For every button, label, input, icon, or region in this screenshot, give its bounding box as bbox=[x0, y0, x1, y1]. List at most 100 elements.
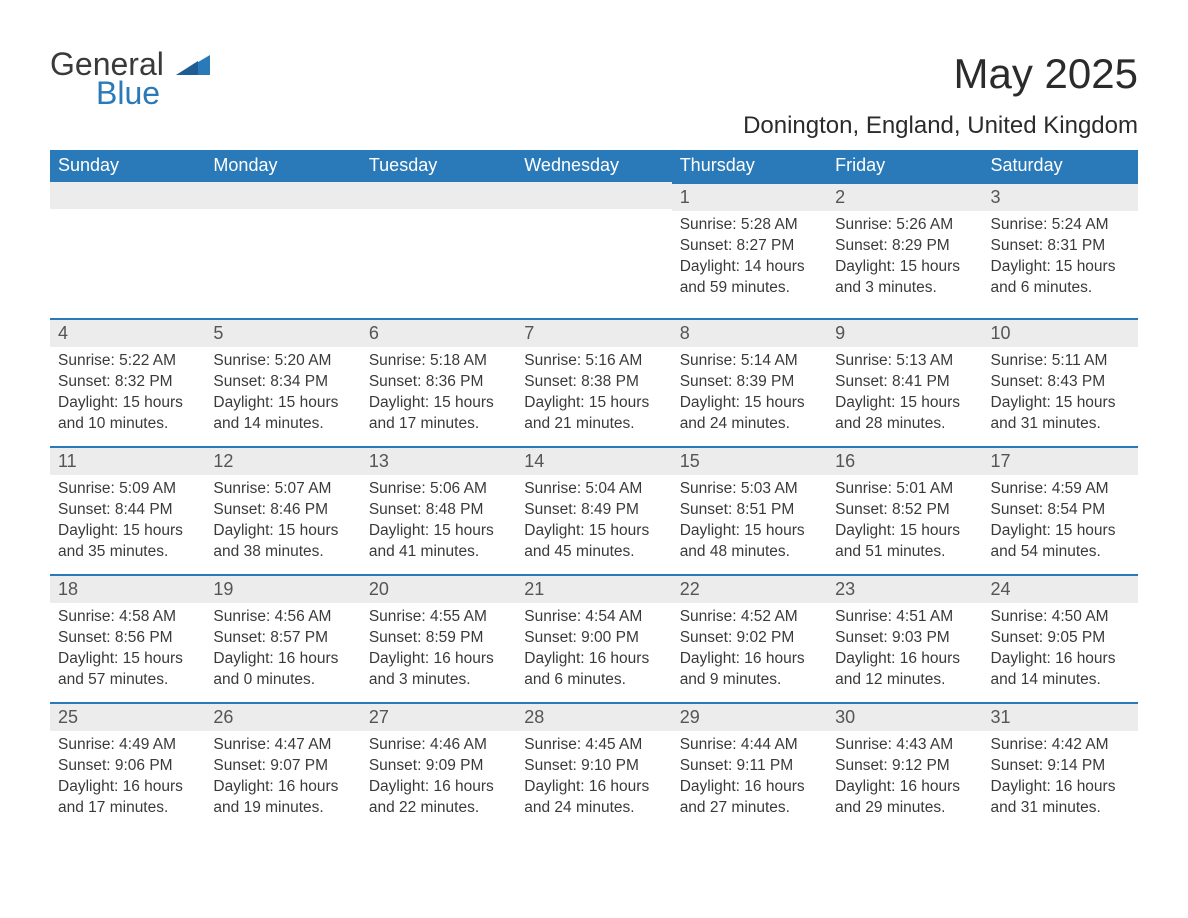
weekday-header: Friday bbox=[827, 150, 982, 182]
calendar-day-cell: 21Sunrise: 4:54 AMSunset: 9:00 PMDayligh… bbox=[516, 574, 671, 702]
calendar-week-row: 1Sunrise: 5:28 AMSunset: 8:27 PMDaylight… bbox=[50, 182, 1138, 318]
daylight-line: Daylight: 15 hours and 45 minutes. bbox=[524, 521, 663, 563]
calendar-week-row: 11Sunrise: 5:09 AMSunset: 8:44 PMDayligh… bbox=[50, 446, 1138, 574]
day-details: Sunrise: 5:22 AMSunset: 8:32 PMDaylight:… bbox=[50, 347, 205, 439]
sunrise-line: Sunrise: 4:50 AM bbox=[991, 607, 1130, 628]
logo-word-2: Blue bbox=[96, 79, 160, 108]
day-details: Sunrise: 4:46 AMSunset: 9:09 PMDaylight:… bbox=[361, 731, 516, 823]
sunrise-line: Sunrise: 5:14 AM bbox=[680, 351, 819, 372]
sunset-line: Sunset: 8:57 PM bbox=[213, 628, 352, 649]
daylight-line: Daylight: 16 hours and 27 minutes. bbox=[680, 777, 819, 819]
daylight-line: Daylight: 15 hours and 6 minutes. bbox=[991, 257, 1130, 299]
sunset-line: Sunset: 8:56 PM bbox=[58, 628, 197, 649]
sunset-line: Sunset: 8:49 PM bbox=[524, 500, 663, 521]
daylight-line: Daylight: 16 hours and 0 minutes. bbox=[213, 649, 352, 691]
daylight-line: Daylight: 16 hours and 29 minutes. bbox=[835, 777, 974, 819]
sunrise-line: Sunrise: 5:07 AM bbox=[213, 479, 352, 500]
sunset-line: Sunset: 8:32 PM bbox=[58, 372, 197, 393]
calendar-table: SundayMondayTuesdayWednesdayThursdayFrid… bbox=[50, 150, 1138, 830]
daylight-line: Daylight: 15 hours and 3 minutes. bbox=[835, 257, 974, 299]
sunrise-line: Sunrise: 5:09 AM bbox=[58, 479, 197, 500]
sunset-line: Sunset: 8:34 PM bbox=[213, 372, 352, 393]
daylight-line: Daylight: 15 hours and 38 minutes. bbox=[213, 521, 352, 563]
daylight-line: Daylight: 15 hours and 21 minutes. bbox=[524, 393, 663, 435]
sunset-line: Sunset: 8:31 PM bbox=[991, 236, 1130, 257]
day-details: Sunrise: 4:47 AMSunset: 9:07 PMDaylight:… bbox=[205, 731, 360, 823]
sunset-line: Sunset: 9:09 PM bbox=[369, 756, 508, 777]
calendar-day-cell: 19Sunrise: 4:56 AMSunset: 8:57 PMDayligh… bbox=[205, 574, 360, 702]
weekday-header: Tuesday bbox=[361, 150, 516, 182]
weekday-header: Wednesday bbox=[516, 150, 671, 182]
calendar-day-cell: 18Sunrise: 4:58 AMSunset: 8:56 PMDayligh… bbox=[50, 574, 205, 702]
day-details: Sunrise: 5:20 AMSunset: 8:34 PMDaylight:… bbox=[205, 347, 360, 439]
day-details: Sunrise: 5:06 AMSunset: 8:48 PMDaylight:… bbox=[361, 475, 516, 567]
day-number: 4 bbox=[50, 318, 205, 347]
sunrise-line: Sunrise: 5:13 AM bbox=[835, 351, 974, 372]
sunset-line: Sunset: 9:10 PM bbox=[524, 756, 663, 777]
sunset-line: Sunset: 9:00 PM bbox=[524, 628, 663, 649]
day-number: 27 bbox=[361, 702, 516, 731]
day-number: 8 bbox=[672, 318, 827, 347]
calendar-day-cell: 13Sunrise: 5:06 AMSunset: 8:48 PMDayligh… bbox=[361, 446, 516, 574]
calendar-day-cell: 14Sunrise: 5:04 AMSunset: 8:49 PMDayligh… bbox=[516, 446, 671, 574]
daylight-line: Daylight: 15 hours and 54 minutes. bbox=[991, 521, 1130, 563]
calendar-day-cell: 17Sunrise: 4:59 AMSunset: 8:54 PMDayligh… bbox=[983, 446, 1138, 574]
day-details: Sunrise: 5:01 AMSunset: 8:52 PMDaylight:… bbox=[827, 475, 982, 567]
calendar-body: 1Sunrise: 5:28 AMSunset: 8:27 PMDaylight… bbox=[50, 182, 1138, 830]
daylight-line: Daylight: 16 hours and 9 minutes. bbox=[680, 649, 819, 691]
day-number: 29 bbox=[672, 702, 827, 731]
calendar-week-row: 4Sunrise: 5:22 AMSunset: 8:32 PMDaylight… bbox=[50, 318, 1138, 446]
sunrise-line: Sunrise: 4:51 AM bbox=[835, 607, 974, 628]
sunrise-line: Sunrise: 4:52 AM bbox=[680, 607, 819, 628]
calendar-day-cell: 15Sunrise: 5:03 AMSunset: 8:51 PMDayligh… bbox=[672, 446, 827, 574]
day-details: Sunrise: 4:43 AMSunset: 9:12 PMDaylight:… bbox=[827, 731, 982, 823]
calendar-day-cell: 25Sunrise: 4:49 AMSunset: 9:06 PMDayligh… bbox=[50, 702, 205, 830]
sunrise-line: Sunrise: 4:42 AM bbox=[991, 735, 1130, 756]
daylight-line: Daylight: 15 hours and 57 minutes. bbox=[58, 649, 197, 691]
sunset-line: Sunset: 9:11 PM bbox=[680, 756, 819, 777]
sunset-line: Sunset: 8:38 PM bbox=[524, 372, 663, 393]
daylight-line: Daylight: 16 hours and 3 minutes. bbox=[369, 649, 508, 691]
day-number: 13 bbox=[361, 446, 516, 475]
calendar-day-cell: 28Sunrise: 4:45 AMSunset: 9:10 PMDayligh… bbox=[516, 702, 671, 830]
calendar-day-cell: 11Sunrise: 5:09 AMSunset: 8:44 PMDayligh… bbox=[50, 446, 205, 574]
sunset-line: Sunset: 8:44 PM bbox=[58, 500, 197, 521]
day-number: 20 bbox=[361, 574, 516, 603]
day-number: 1 bbox=[672, 182, 827, 211]
calendar-day-cell: 22Sunrise: 4:52 AMSunset: 9:02 PMDayligh… bbox=[672, 574, 827, 702]
calendar-day-cell: 30Sunrise: 4:43 AMSunset: 9:12 PMDayligh… bbox=[827, 702, 982, 830]
day-number: 16 bbox=[827, 446, 982, 475]
day-details: Sunrise: 5:11 AMSunset: 8:43 PMDaylight:… bbox=[983, 347, 1138, 439]
day-number: 5 bbox=[205, 318, 360, 347]
empty-day-header bbox=[50, 182, 205, 209]
calendar-day-cell: 1Sunrise: 5:28 AMSunset: 8:27 PMDaylight… bbox=[672, 182, 827, 318]
sunrise-line: Sunrise: 5:04 AM bbox=[524, 479, 663, 500]
calendar-day-cell: 24Sunrise: 4:50 AMSunset: 9:05 PMDayligh… bbox=[983, 574, 1138, 702]
day-number: 18 bbox=[50, 574, 205, 603]
day-number: 25 bbox=[50, 702, 205, 731]
daylight-line: Daylight: 15 hours and 17 minutes. bbox=[369, 393, 508, 435]
sunrise-line: Sunrise: 4:45 AM bbox=[524, 735, 663, 756]
daylight-line: Daylight: 16 hours and 22 minutes. bbox=[369, 777, 508, 819]
calendar-day-cell: 5Sunrise: 5:20 AMSunset: 8:34 PMDaylight… bbox=[205, 318, 360, 446]
calendar-day-cell: 10Sunrise: 5:11 AMSunset: 8:43 PMDayligh… bbox=[983, 318, 1138, 446]
sunrise-line: Sunrise: 4:54 AM bbox=[524, 607, 663, 628]
page-header: General Blue May 2025 Donington, England… bbox=[50, 50, 1138, 140]
daylight-line: Daylight: 16 hours and 6 minutes. bbox=[524, 649, 663, 691]
calendar-day-cell bbox=[516, 182, 671, 318]
day-details: Sunrise: 5:28 AMSunset: 8:27 PMDaylight:… bbox=[672, 211, 827, 303]
day-details: Sunrise: 4:51 AMSunset: 9:03 PMDaylight:… bbox=[827, 603, 982, 695]
sunset-line: Sunset: 8:48 PM bbox=[369, 500, 508, 521]
calendar-week-row: 25Sunrise: 4:49 AMSunset: 9:06 PMDayligh… bbox=[50, 702, 1138, 830]
daylight-line: Daylight: 15 hours and 48 minutes. bbox=[680, 521, 819, 563]
sunset-line: Sunset: 9:07 PM bbox=[213, 756, 352, 777]
calendar-day-cell: 20Sunrise: 4:55 AMSunset: 8:59 PMDayligh… bbox=[361, 574, 516, 702]
daylight-line: Daylight: 14 hours and 59 minutes. bbox=[680, 257, 819, 299]
day-details: Sunrise: 4:52 AMSunset: 9:02 PMDaylight:… bbox=[672, 603, 827, 695]
sunrise-line: Sunrise: 5:22 AM bbox=[58, 351, 197, 372]
sunset-line: Sunset: 8:41 PM bbox=[835, 372, 974, 393]
day-details: Sunrise: 5:14 AMSunset: 8:39 PMDaylight:… bbox=[672, 347, 827, 439]
day-details: Sunrise: 4:50 AMSunset: 9:05 PMDaylight:… bbox=[983, 603, 1138, 695]
day-details: Sunrise: 4:42 AMSunset: 9:14 PMDaylight:… bbox=[983, 731, 1138, 823]
day-details: Sunrise: 4:44 AMSunset: 9:11 PMDaylight:… bbox=[672, 731, 827, 823]
